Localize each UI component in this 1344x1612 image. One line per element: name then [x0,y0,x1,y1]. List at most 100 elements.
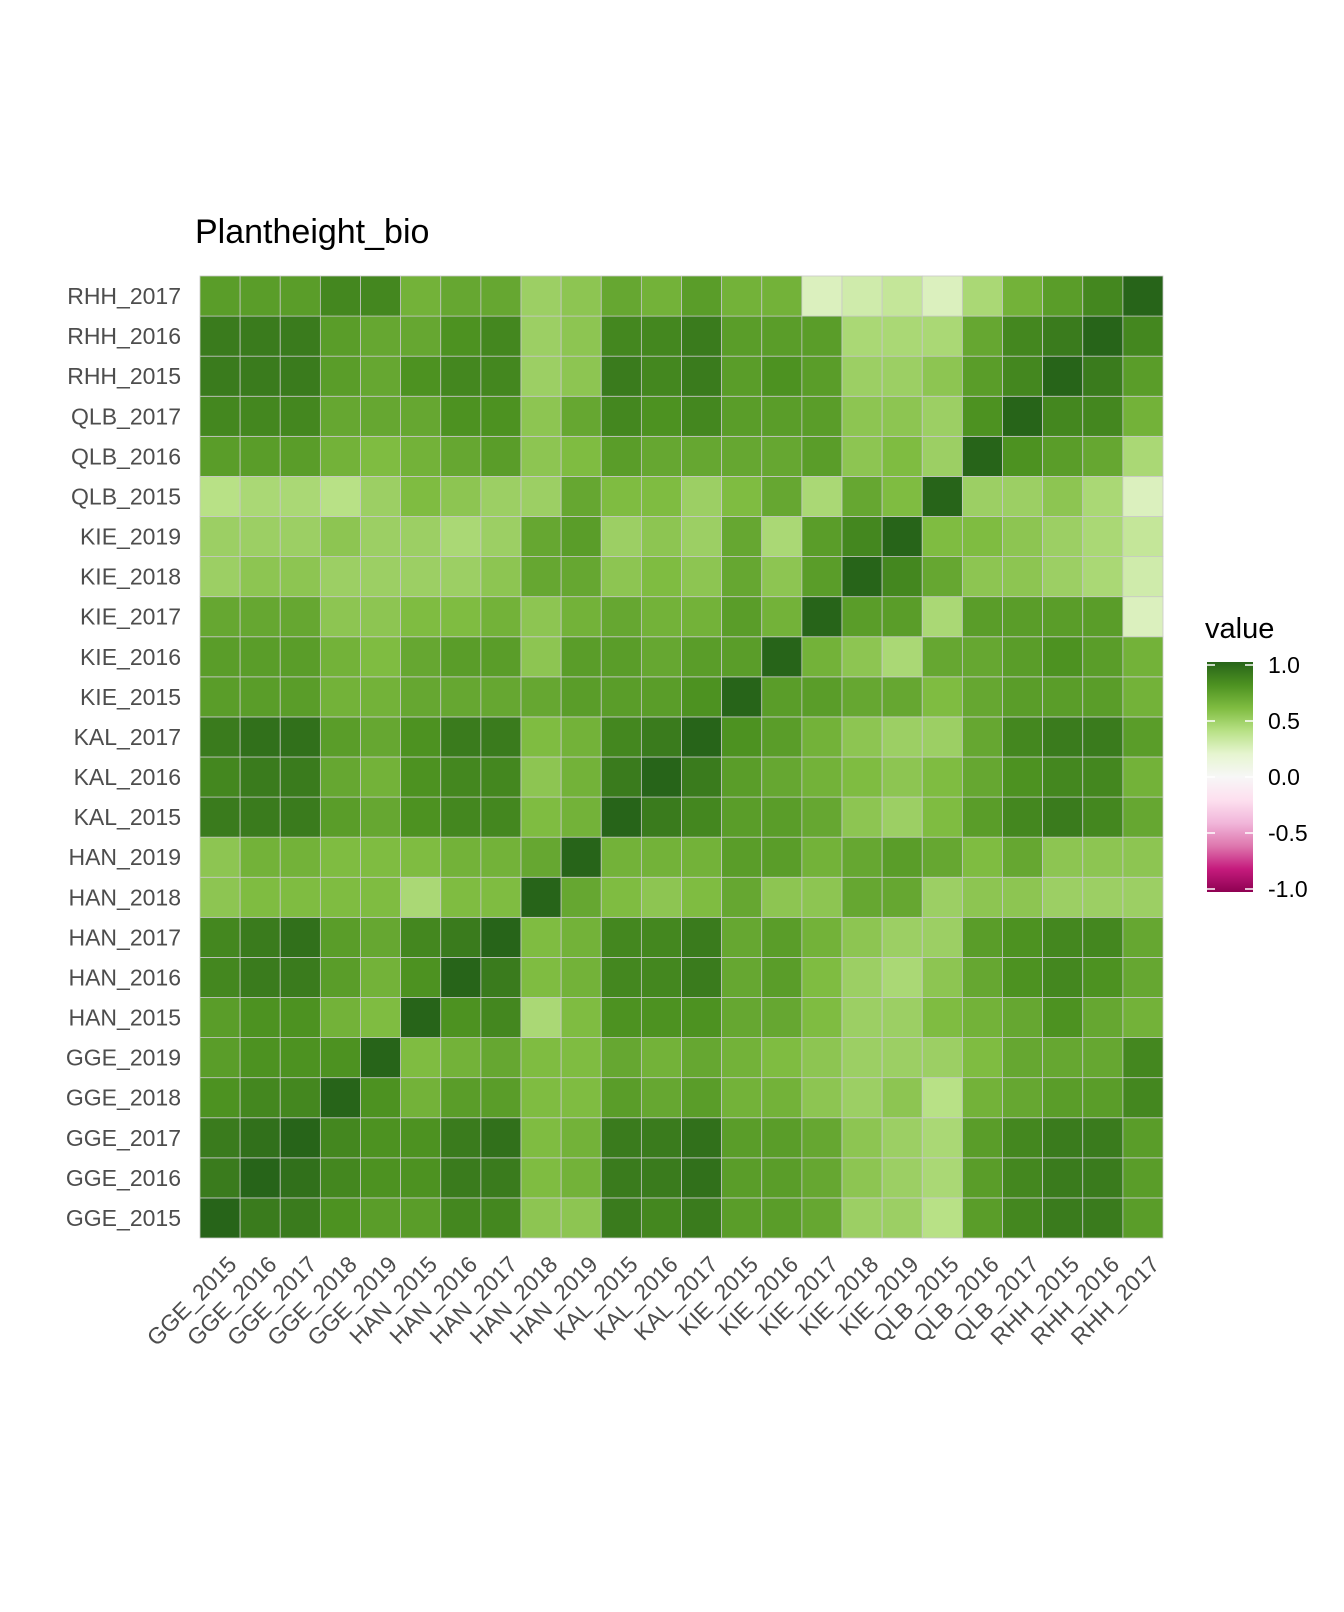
heatmap-cell [400,836,442,878]
heatmap-cell [480,716,522,758]
heatmap-cell [1042,876,1084,918]
heatmap-cell [681,355,723,397]
heatmap-cell [400,916,442,958]
heatmap-cell [440,275,482,317]
heatmap-cell [961,476,1003,517]
heatmap-cell [440,556,482,598]
heatmap-cell [961,1077,1003,1119]
heatmap-cell [400,476,442,517]
heatmap-cell [961,716,1003,758]
heatmap-cell [921,275,963,317]
heatmap-cell [199,315,241,357]
heatmap-cell [239,636,281,678]
heatmap-cell [239,556,281,598]
heatmap-cell [1002,556,1044,598]
heatmap-cell [319,796,361,838]
heatmap-cell [640,1037,682,1079]
heatmap-cell [801,796,843,838]
heatmap-cell [921,997,963,1038]
heatmap-cell [560,516,602,557]
heatmap-cell [961,315,1003,357]
heatmap-cell [480,676,522,718]
heatmap-cell [761,516,803,557]
heatmap-cell [400,716,442,758]
heatmap-cell [1082,1077,1124,1119]
heatmap-cell [841,916,883,958]
color-legend: value 1.0 0.5 0.0 -0.5 -1.0 [1205,613,1308,902]
heatmap-cell [199,876,241,918]
heatmap-cell [279,395,321,437]
heatmap-cell [721,716,763,758]
heatmap-cell [480,916,522,958]
heatmap-cell [1082,315,1124,357]
heatmap-cell [1082,1197,1124,1239]
heatmap-cell [801,997,843,1038]
heatmap-cell [1122,957,1164,998]
heatmap-cell [480,435,522,477]
heatmap-cell [761,716,803,758]
heatmap-cell [961,636,1003,678]
heatmap-cell [560,596,602,638]
heatmap-cell [961,1117,1003,1159]
heatmap-cell [1122,596,1164,638]
heatmap-cell [1042,676,1084,718]
heatmap-cell [761,1157,803,1199]
heatmap-cell [841,636,883,678]
heatmap-cell [1122,435,1164,477]
heatmap-cell [600,796,642,838]
heatmap-cell [881,876,923,918]
heatmap-cell [400,756,442,798]
heatmap-cell [1122,1037,1164,1079]
heatmap-cell [1042,395,1084,437]
heatmap-cell [961,756,1003,798]
heatmap-cell [721,916,763,958]
heatmap-cell [400,1117,442,1159]
heatmap-cell [801,556,843,598]
heatmap-cell [640,395,682,437]
heatmap-cell [640,957,682,998]
heatmap-cell [1042,916,1084,958]
heatmap-cell [1042,556,1084,598]
heatmap-cell [600,916,642,958]
heatmap-cell [319,957,361,998]
heatmap-cell [801,676,843,718]
heatmap-cell [881,916,923,958]
heatmap-cell [921,836,963,878]
heatmap-cell [319,476,361,517]
heatmap-cell [640,1157,682,1199]
heatmap-cell [681,275,723,317]
heatmap-cell [319,1197,361,1239]
heatmap-cell [440,796,482,838]
heatmap-cell [801,395,843,437]
heatmap-cell [1082,716,1124,758]
heatmap-cell [640,836,682,878]
heatmap-cell [520,476,562,517]
heatmap-cell [841,1157,883,1199]
heatmap-cell [400,796,442,838]
heatmap-cell [440,876,482,918]
heatmap-cell [801,836,843,878]
heatmap-cell [440,435,482,477]
heatmap-cell [400,275,442,317]
heatmap-cell [440,476,482,517]
heatmap-cell [440,1157,482,1199]
heatmap-cell [1042,476,1084,517]
heatmap-cell [520,596,562,638]
heatmap-cell [1002,275,1044,317]
heatmap-cell [961,435,1003,477]
heatmap-cell [881,716,923,758]
heatmap-cell [1082,836,1124,878]
heatmap-cell [600,596,642,638]
heatmap-cell [1122,756,1164,798]
heatmap-cell [480,957,522,998]
heatmap-cell [640,756,682,798]
heatmap-cell [761,275,803,317]
heatmap-cell [560,1157,602,1199]
heatmap-cell [801,516,843,557]
heatmap-cell [400,556,442,598]
heatmap-cell [360,476,402,517]
heatmap-cell [199,556,241,598]
heatmap-cell [1122,275,1164,317]
heatmap-cell [681,636,723,678]
heatmap-cell [520,916,562,958]
